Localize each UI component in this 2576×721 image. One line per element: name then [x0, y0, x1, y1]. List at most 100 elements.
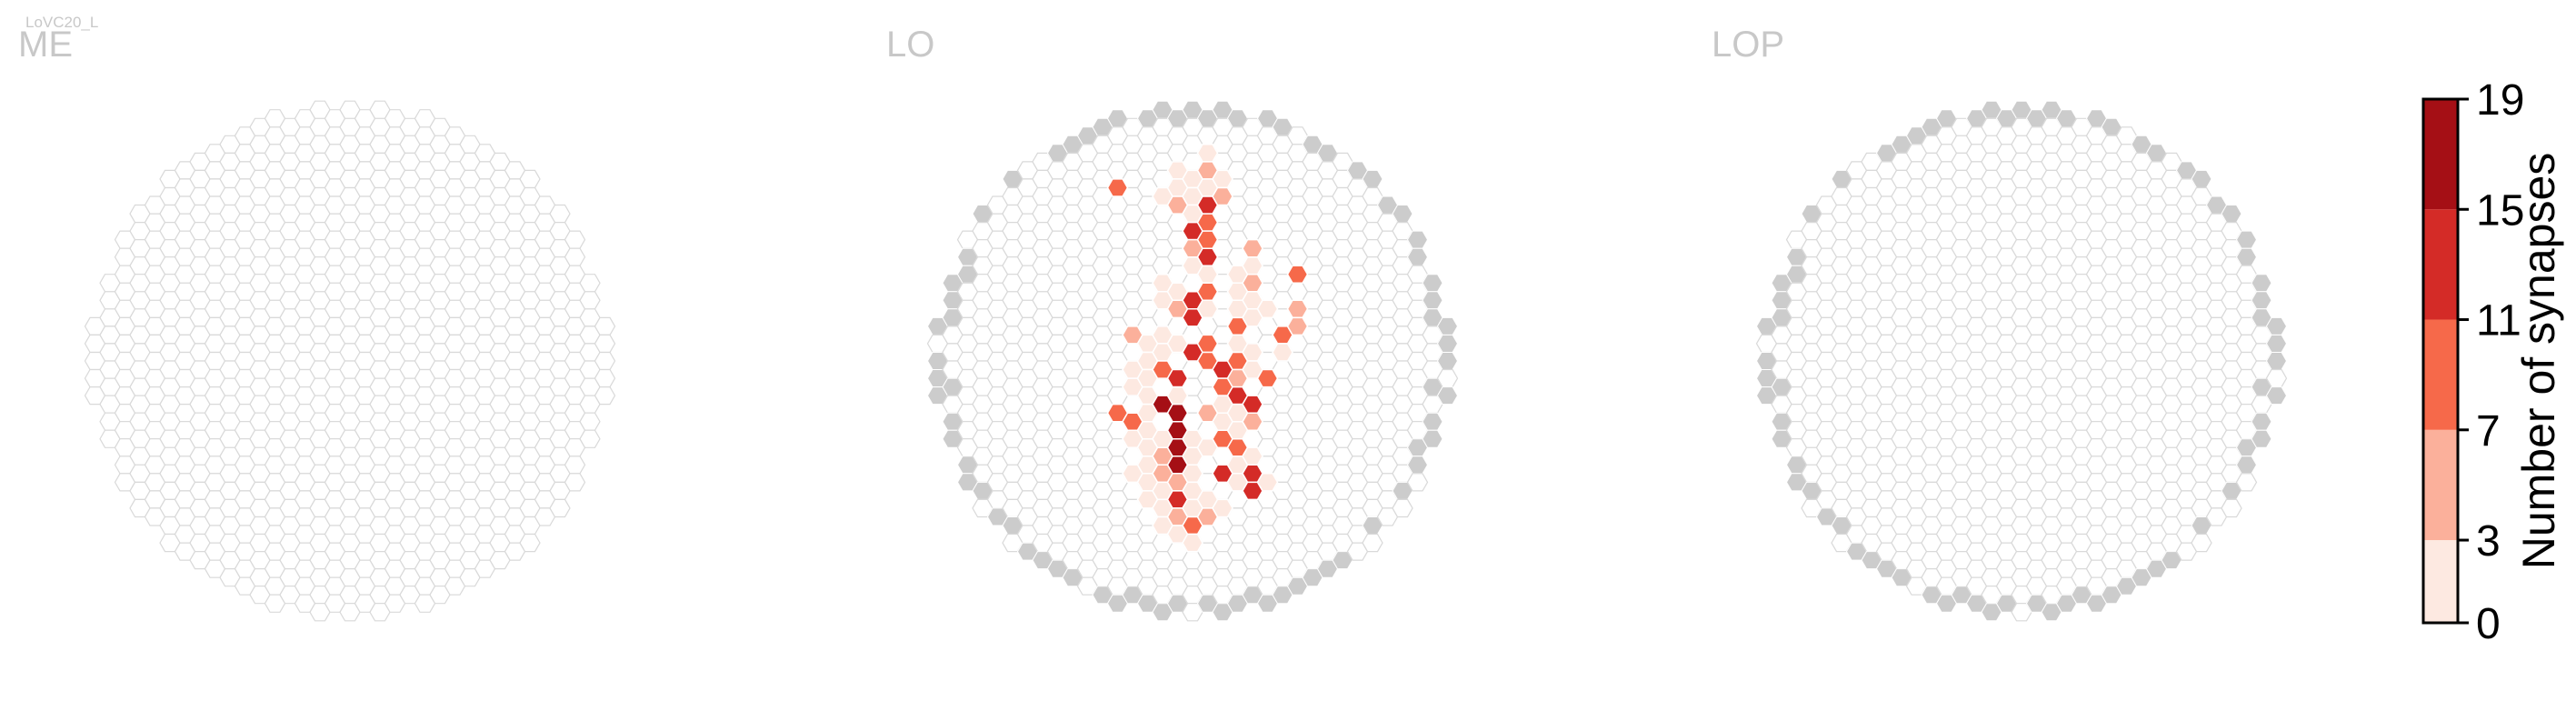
colorbar: 0 3 7 11 15 19 Number of synapses [2421, 76, 2564, 648]
hex-cell-value [1256, 473, 1279, 492]
hex-cell-no-data [2251, 412, 2272, 431]
hex-cell [579, 291, 601, 310]
hex-cell-value [1272, 343, 1293, 362]
panel-label-me: ME [18, 25, 73, 65]
hex-cell-no-data [1422, 291, 1443, 310]
hex-cell-value [1212, 186, 1233, 206]
hex-cell-value [1196, 282, 1219, 302]
colorbar-tick-label: 15 [2476, 186, 2524, 235]
hex-cell-no-data [1422, 274, 1443, 293]
cell-type-label: LoVC20_L [25, 14, 98, 31]
hex-cell-no-data [1436, 386, 1459, 406]
hex-cell [549, 498, 571, 518]
hex-cell-no-data [1422, 429, 1443, 448]
hex-cell [564, 230, 586, 249]
hex-grid-lop [1755, 100, 2288, 622]
hex-cell-value [1166, 368, 1189, 388]
hex-cell-value [1242, 273, 1263, 293]
hex-cell-no-data [2191, 169, 2212, 188]
hex-grid-me [84, 100, 616, 622]
hex-cell-value [1212, 498, 1233, 518]
hex-grid-lo [926, 100, 1459, 622]
hex-cell-value [1256, 299, 1279, 319]
panel-me: ME [18, 25, 616, 622]
hex-cell [564, 456, 586, 475]
colorbar-tick-label: 11 [2476, 297, 2521, 345]
hex-cell-value [1242, 446, 1263, 466]
colorbar-bin [2423, 209, 2458, 320]
panel-label-lo: LO [886, 25, 934, 65]
hex-cell-no-data [1406, 230, 1429, 249]
hex-cell [594, 334, 616, 354]
hex-cell-no-data [2265, 316, 2288, 335]
hex-cell [594, 316, 616, 335]
hex-cell-no-data [2251, 429, 2272, 448]
hex-cell [594, 368, 616, 388]
hex-cell [564, 247, 586, 266]
hex-cell-no-data [1436, 352, 1459, 370]
hex-cell [2191, 533, 2212, 553]
hex-cell-no-data [1406, 456, 1429, 475]
hex-cell-no-data [2251, 291, 2272, 310]
hex-cell [519, 533, 541, 553]
hex-cell-value [1182, 533, 1203, 553]
hex-cell [2221, 498, 2242, 518]
hex-cell [2235, 473, 2258, 492]
colorbar-tick-label: 19 [2476, 76, 2524, 125]
hex-cell-value [1242, 238, 1263, 258]
colorbar-bin [2423, 540, 2458, 623]
hex-cell-value [1242, 412, 1263, 431]
hex-cell-no-data [2235, 247, 2258, 266]
hex-cell-value [1212, 169, 1233, 189]
colorbar-title: Number of synapses [2513, 153, 2564, 570]
hex-cell-no-data [1436, 334, 1459, 353]
hex-cell-value [1286, 265, 1309, 285]
colorbar-tick-label: 0 [2476, 600, 2501, 648]
panel-lo: LO [886, 25, 1459, 622]
colorbar-tick-label: 3 [2476, 517, 2501, 566]
hex-cell-value [1242, 255, 1263, 275]
colorbar-bins [2423, 99, 2458, 623]
hex-cell [594, 351, 616, 371]
panel-lop: LOP [1712, 25, 2288, 622]
colorbar-bin [2423, 319, 2458, 430]
hex-cell-value [1286, 299, 1309, 319]
hex-cell-value [1106, 178, 1129, 197]
hex-cell-no-data [2251, 274, 2272, 293]
hex-cell-no-data [2235, 456, 2258, 475]
hex-cell [1392, 498, 1413, 518]
hex-cell-value [1242, 395, 1263, 414]
hex-cell-value [1196, 247, 1219, 266]
hex-cell-no-data [2265, 352, 2288, 370]
hex-cell-no-data [1436, 316, 1459, 335]
hex-cell-value [1196, 213, 1219, 232]
hex-cell-value [1196, 144, 1219, 163]
panel-label-lop: LOP [1712, 25, 1784, 65]
hex-cell [2265, 368, 2288, 388]
hex-cell [564, 473, 586, 492]
hex-cell-value [1182, 464, 1203, 484]
hex-cell [579, 274, 601, 293]
hex-cell [594, 386, 616, 406]
colorbar-frame [2421, 97, 2460, 625]
hex-cell-value [1242, 343, 1263, 362]
hex-cell-no-data [1422, 412, 1443, 431]
colorbar-tick-label: 7 [2476, 407, 2501, 456]
hex-cell-no-data [1406, 247, 1429, 266]
hex-cell-value [1286, 316, 1309, 336]
hex-cell-no-data [1362, 169, 1383, 188]
hex-cell-value [1166, 403, 1189, 423]
hex-cell-value [1196, 265, 1219, 285]
hex-cell-value [1196, 299, 1219, 319]
colorbar-bin [2423, 99, 2458, 210]
hex-cell [519, 169, 541, 189]
hex-cell-no-data [2265, 334, 2288, 353]
hex-cell [579, 429, 601, 448]
colorbar-bin [2423, 429, 2458, 541]
hex-cell [579, 412, 601, 431]
hex-cell [549, 204, 571, 224]
hex-cell [1436, 368, 1459, 388]
hex-cell-no-data [2221, 205, 2242, 224]
hex-cell-value [1196, 230, 1219, 249]
